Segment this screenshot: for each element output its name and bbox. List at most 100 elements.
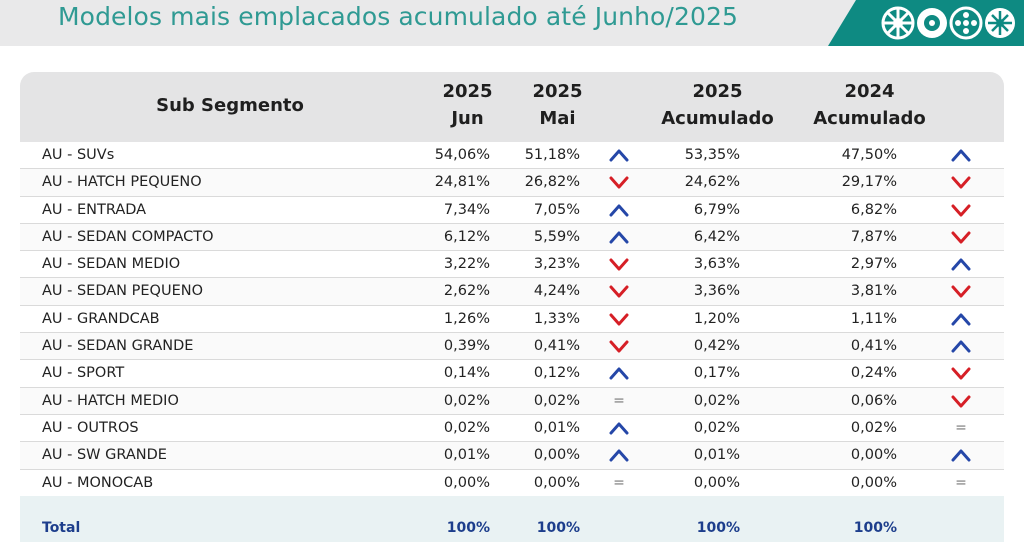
column-header-year: 2025 [532,81,583,102]
mai-cell: 0,01% [533,419,580,436]
total-jun: 100% [446,520,490,536]
chevron-up-icon [608,202,630,220]
segment-cell: AU - SEDAN PEQUENO [42,283,203,300]
column-header-segment: Sub Segmento [156,95,304,116]
mai-cell: 0,00% [533,447,580,464]
table-row: AU - ENTRADA 7,34% 7,05% 6,79% 6,82% [20,197,1004,224]
chevron-down-icon [950,202,972,220]
jun-cell: 24,81% [434,174,490,191]
column-header-label: Mai [539,108,576,129]
column-header-year: 2025 [442,81,493,102]
jun-cell: 0,00% [443,474,490,491]
chevron-down-icon [950,229,972,247]
acumulado-2025-cell: 0,17% [693,365,740,382]
acumulado-2024-cell: 0,00% [850,474,897,491]
acumulado-2025-cell: 24,62% [684,174,740,191]
table-row: AU - MONOCAB 0,00% 0,00% = 0,00% 0,00% = [20,470,1004,497]
segment-cell: AU - HATCH PEQUENO [42,174,202,191]
total-label: Total [42,520,81,536]
chevron-down-icon [608,174,630,192]
chevron-up-icon [950,338,972,356]
acumulado-2024-cell: 0,06% [850,392,897,409]
column-header-jun: 2025 Jun [430,78,505,132]
mai-cell: 51,18% [524,147,580,163]
table-row: AU - SEDAN MEDIO 3,22% 3,23% 3,63% 2,97% [20,251,1004,279]
mai-cell: 1,33% [533,310,580,327]
table-row: AU - GRANDCAB 1,26% 1,33% 1,20% 1,11% [20,306,1004,334]
wheel-icon [881,6,915,40]
jun-cell: 0,14% [443,365,490,382]
table-row: AU - SPORT 0,14% 0,12% 0,17% 0,24% [20,360,1004,388]
table-body: AU - SUVs 54,06% 51,18% 53,35% 47,50% AU - HA… [20,142,1004,497]
equal-icon: = [613,474,625,491]
mai-cell: 7,05% [533,201,580,218]
acumulado-2024-cell: 0,02% [850,419,897,436]
table-row: AU - SEDAN GRANDE 0,39% 0,41% 0,42% 0,41% [20,333,1004,361]
column-header-mai: 2025 Mai [520,78,595,132]
segment-cell: AU - GRANDCAB [42,310,160,327]
equal-icon: = [613,392,625,409]
equal-icon: = [955,419,967,436]
jun-cell: 2,62% [443,283,490,300]
table-row: AU - SW GRANDE 0,01% 0,00% 0,01% 0,00% [20,442,1004,470]
jun-cell: 3,22% [443,256,490,273]
table-row: AU - SEDAN COMPACTO 6,12% 5,59% 6,42% 7,87% [20,223,1004,252]
acumulado-2024-cell: 6,82% [850,201,897,218]
acumulado-2025-cell: 6,79% [693,201,740,218]
acumulado-2025-cell: 0,02% [693,419,740,436]
total-row: Total 100% 100% 100% 100% [20,496,1004,542]
mai-cell: 5,59% [533,228,580,245]
table-row: AU - HATCH MEDIO 0,02% 0,02% = 0,02% 0,06% [20,387,1004,415]
acumulado-2025-cell: 0,00% [693,474,740,491]
chevron-down-icon [950,393,972,411]
total-acumulado-2024: 100% [853,520,897,536]
chevron-up-icon [608,147,630,165]
segment-cell: AU - MONOCAB [42,474,154,491]
table-header: Sub Segmento 2025 Jun 2025 Mai 2025 Acum… [20,72,1004,142]
mai-cell: 0,00% [533,474,580,491]
chevron-up-icon [608,420,630,438]
mai-cell: 0,41% [533,338,580,355]
total-mai: 100% [536,520,580,536]
segment-cell: AU - SUVs [42,147,115,163]
acumulado-2025-cell: 3,63% [693,256,740,273]
wheel-icon [949,6,983,40]
chevron-up-icon [608,229,630,247]
segment-cell: AU - ENTRADA [42,201,147,218]
acumulado-2024-cell: 0,41% [850,338,897,355]
acumulado-2025-cell: 0,42% [693,338,740,355]
equal-icon: = [955,474,967,491]
table-row: AU - SEDAN PEQUENO 2,62% 4,24% 3,36% 3,81% [20,278,1004,306]
jun-cell: 7,34% [443,201,490,218]
chevron-down-icon [950,174,972,192]
mai-cell: 3,23% [533,256,580,273]
jun-cell: 1,26% [443,310,490,327]
acumulado-2025-cell: 6,42% [693,228,740,245]
segment-cell: AU - OUTROS [42,419,139,436]
acumulado-2024-cell: 7,87% [850,228,897,245]
chevron-up-icon [950,311,972,329]
total-acumulado-2025: 100% [696,520,740,536]
acumulado-2024-cell: 29,17% [841,174,897,191]
chevron-up-icon [950,147,972,165]
chevron-down-icon [608,311,630,329]
chevron-down-icon [608,338,630,356]
acumulado-2024-cell: 0,24% [850,365,897,382]
acumulado-2024-cell: 3,81% [850,283,897,300]
chevron-up-icon [608,447,630,465]
column-header-label: Acumulado [661,108,774,129]
jun-cell: 0,39% [443,338,490,355]
column-header-label: Acumulado [813,108,926,129]
acumulado-2025-cell: 0,01% [693,447,740,464]
jun-cell: 6,12% [443,228,490,245]
chevron-up-icon [950,447,972,465]
acumulado-2024-cell: 2,97% [850,256,897,273]
segment-cell: AU - SW GRANDE [42,447,167,464]
segment-cell: AU - HATCH MEDIO [42,392,179,409]
mai-cell: 0,02% [533,392,580,409]
column-header-year: 2025 [692,81,743,102]
segment-cell: AU - SEDAN GRANDE [42,338,194,355]
acumulado-2024-cell: 47,50% [841,147,897,163]
jun-cell: 54,06% [434,147,490,163]
wheel-icons [881,6,1015,40]
